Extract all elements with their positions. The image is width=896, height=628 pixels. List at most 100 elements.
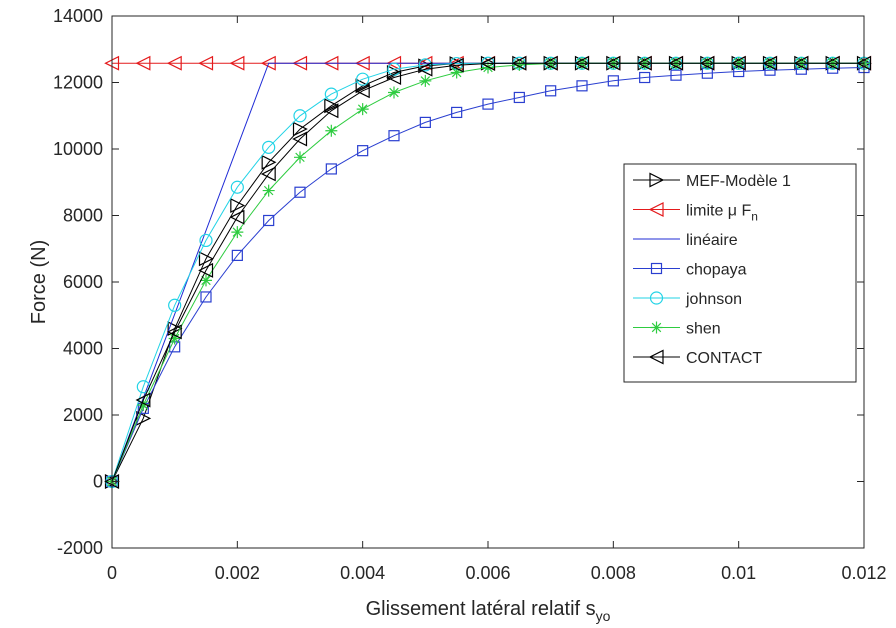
data-point-marker (793, 55, 809, 71)
legend-label-text: limite μ F (686, 203, 751, 220)
x-tick-label: 0.01 (721, 563, 756, 583)
legend-entry-0: MEF-Modèle 1 (633, 172, 791, 190)
data-point-marker (451, 106, 463, 119)
data-point-marker (135, 55, 151, 71)
data-point-marker (198, 251, 214, 267)
data-point-marker (229, 55, 245, 71)
data-point-marker (231, 249, 243, 261)
legend-swatch-marker (649, 291, 664, 305)
legend-entry-5: shen (633, 321, 721, 338)
legend-label: chopaya (686, 262, 747, 279)
x-tick-label: 0.002 (215, 563, 260, 583)
x-tick-label: 0.008 (591, 563, 636, 583)
data-point-marker (419, 116, 431, 129)
data-point-marker (292, 121, 308, 137)
data-point-marker (511, 55, 527, 71)
data-point-marker (356, 72, 370, 86)
ticks-layer: 0 0.002 0.004 0.006 0.008 0.01 0.012-200002000… (53, 6, 887, 583)
data-point-marker (229, 209, 245, 225)
data-point-marker (168, 298, 182, 312)
series-3 (106, 61, 870, 488)
series-line (111, 62, 864, 482)
data-point-marker (386, 70, 402, 85)
legend-entry-1: limite μ Fn (633, 202, 758, 224)
y-tick-label: 12000 (53, 73, 103, 93)
data-point-marker (607, 75, 619, 87)
data-point-marker (482, 61, 494, 74)
data-point-marker (513, 91, 525, 104)
data-point-marker (699, 55, 715, 71)
x-axis-title: Glissement latéral relatif syo (366, 598, 611, 624)
data-point-marker (137, 399, 150, 412)
legend-swatch-marker (648, 349, 664, 365)
data-point-marker (230, 180, 244, 194)
data-point-marker (387, 62, 401, 76)
legend-entry-3: chopaya (633, 262, 747, 279)
series-line (111, 67, 865, 482)
legend-entry-2: linéaire (633, 232, 738, 249)
y-tick-label: 4000 (63, 339, 103, 359)
data-point-marker (605, 55, 621, 71)
data-point-marker (824, 55, 840, 71)
data-point-marker (450, 66, 463, 79)
data-point-marker (542, 55, 558, 71)
x-tick-label: 0.006 (465, 563, 510, 583)
legend-label-text: CONTACT (686, 350, 762, 367)
data-point-marker (574, 55, 590, 71)
data-point-marker (166, 324, 182, 340)
data-point-marker (230, 198, 246, 213)
legend-label-text: johnson (685, 291, 742, 308)
x-tick-label: 0 (107, 563, 117, 583)
data-point-marker (324, 87, 338, 101)
legend-swatch-marker (649, 172, 665, 188)
legend-label-text: shen (686, 321, 721, 338)
legend-label-subscript: n (751, 210, 758, 224)
data-point-marker (294, 151, 306, 164)
series-layer (104, 55, 872, 489)
data-point-marker (198, 55, 214, 71)
data-point-marker (417, 61, 433, 77)
data-point-marker (292, 131, 308, 147)
data-point-marker (260, 166, 276, 182)
legend-swatch-marker (648, 202, 664, 217)
data-point-marker (198, 262, 214, 278)
data-point-marker (730, 55, 746, 71)
data-point-marker (388, 130, 400, 142)
legend-label: MEF-Modèle 1 (686, 173, 791, 190)
data-point-marker (168, 332, 181, 345)
legend-label-text: MEF-Modèle 1 (686, 173, 791, 190)
data-point-marker (639, 71, 651, 84)
y-tick-label: 6000 (63, 272, 103, 292)
legend-label: CONTACT (686, 350, 762, 367)
data-point-marker (166, 55, 182, 71)
data-point-marker (293, 109, 307, 123)
y-tick-label: 14000 (53, 6, 103, 26)
legend-swatch-marker (650, 262, 663, 275)
data-point-marker (357, 145, 369, 157)
data-point-marker (231, 226, 244, 239)
data-point-marker (200, 291, 212, 303)
data-point-marker (294, 186, 306, 198)
data-point-marker (482, 98, 494, 110)
data-point-marker (136, 410, 152, 426)
data-point-marker (262, 184, 275, 197)
legend-label: johnson (685, 291, 742, 308)
data-point-marker (636, 55, 652, 71)
y-tick-label: -2000 (57, 538, 103, 558)
data-point-marker (324, 98, 340, 114)
data-point-marker (263, 214, 275, 227)
data-point-marker (388, 86, 400, 99)
series-6 (104, 55, 872, 489)
legend-label: limite μ Fn (686, 203, 758, 224)
data-point-marker (325, 124, 338, 137)
data-point-marker (668, 55, 684, 71)
data-point-marker (513, 58, 526, 71)
legend-entry-4: johnson (633, 291, 742, 308)
data-point-marker (323, 103, 339, 119)
data-point-marker (199, 233, 213, 248)
y-tick-label: 8000 (63, 206, 103, 226)
data-point-marker (576, 80, 588, 92)
legend-box (623, 163, 857, 383)
y-axis-title: Force (N) (28, 240, 50, 324)
